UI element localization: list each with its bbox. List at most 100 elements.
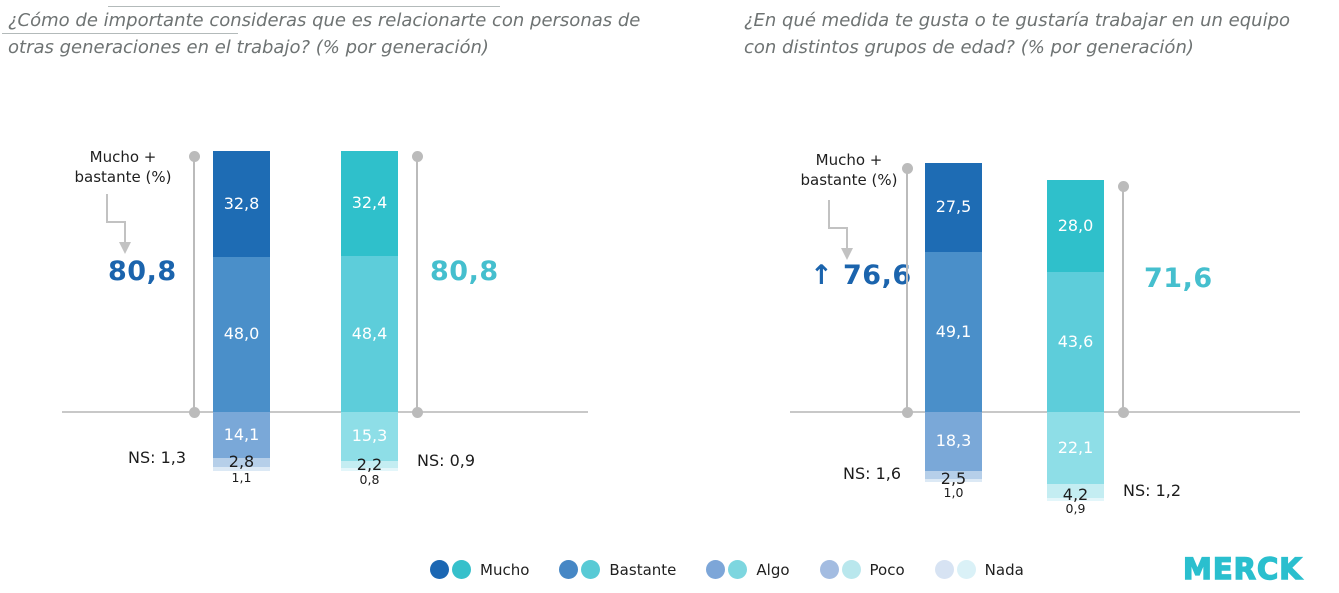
legend-dots-bastante xyxy=(559,560,601,579)
right-chart-title: ¿En qué medida te gusta o te gustaría tr… xyxy=(744,7,1290,61)
value-poco: 4,2 xyxy=(1062,485,1089,504)
segment-mucho xyxy=(1047,180,1104,272)
left-total-blue: 80,8 xyxy=(108,256,177,287)
segment-poco xyxy=(341,461,398,468)
legend-item-bastante: Bastante xyxy=(559,560,676,579)
value-nada: 0,8 xyxy=(359,472,380,487)
merck-logo: MERCK xyxy=(1183,551,1303,586)
value-mucho: 32,8 xyxy=(223,194,260,213)
elbow-arrow-icon xyxy=(828,200,853,260)
left-chart-title-line1: ¿Cómo de importante consideras que es re… xyxy=(8,10,641,31)
segment-mucho xyxy=(925,163,982,252)
value-bastante: 48,0 xyxy=(223,324,260,343)
value-nada: 0,9 xyxy=(1065,501,1086,516)
legend-label: Mucho xyxy=(480,560,530,579)
left-axis-line xyxy=(62,411,588,413)
elbow-arrow-icon xyxy=(106,194,131,254)
left-ns-teal: NS: 0,9 xyxy=(417,451,476,470)
legend-label: Algo xyxy=(756,560,790,579)
right-axis-line xyxy=(790,411,1300,413)
segment-algo xyxy=(213,412,270,458)
algo-teal-dot-icon xyxy=(728,560,748,579)
segment-algo xyxy=(1047,412,1104,484)
left-total-teal: 80,8 xyxy=(430,256,499,287)
value-mucho: 28,0 xyxy=(1057,216,1094,235)
segment-poco xyxy=(213,458,270,467)
segment-poco xyxy=(1047,484,1104,498)
segment-nada xyxy=(1047,498,1104,501)
segment-mucho xyxy=(213,151,270,257)
value-poco: 2,8 xyxy=(228,452,255,471)
right-chart-title-line2: con distintos grupos de edad? (% por gen… xyxy=(744,37,1194,58)
legend: Mucho Bastante Algo Poco xyxy=(430,560,1024,579)
right-chart-title-line1: ¿En qué medida te gusta o te gustaría tr… xyxy=(744,10,1291,31)
legend-item-algo: Algo xyxy=(706,560,790,579)
right-bracket-teal xyxy=(1117,181,1129,418)
bastante-blue-dot-icon xyxy=(559,560,579,579)
title-underline-top xyxy=(108,6,500,7)
left-annotation-line1: Mucho + xyxy=(89,148,157,166)
left-bar-blue: 32,8 48,0 14,1 2,8 1,1 xyxy=(213,151,270,485)
value-algo: 15,3 xyxy=(351,426,388,445)
bastante-teal-dot-icon xyxy=(581,560,601,579)
segment-algo xyxy=(341,412,398,461)
value-algo: 18,3 xyxy=(935,431,972,450)
segment-nada xyxy=(213,467,270,471)
value-algo: 14,1 xyxy=(223,425,260,444)
legend-dots-mucho xyxy=(430,560,471,579)
poco-blue-dot-icon xyxy=(819,560,839,579)
value-bastante: 43,6 xyxy=(1057,332,1094,351)
right-ns-blue: NS: 1,6 xyxy=(843,464,902,483)
value-mucho: 32,4 xyxy=(351,193,388,212)
legend-item-nada: Nada xyxy=(934,560,1024,579)
left-annotation-line2: bastante (%) xyxy=(74,168,172,186)
left-annotation: Mucho + bastante (%) xyxy=(62,147,184,187)
legend-label: Poco xyxy=(869,560,905,579)
algo-blue-dot-icon xyxy=(706,560,726,579)
value-bastante: 49,1 xyxy=(935,322,972,341)
left-chart-title-line2: otras generaciones en el trabajo? (% por… xyxy=(8,37,489,58)
nada-teal-dot-icon xyxy=(956,560,976,579)
value-nada: 1,1 xyxy=(231,470,252,485)
legend-dots-nada xyxy=(934,560,976,579)
value-nada: 1,0 xyxy=(943,485,964,500)
mucho-blue-dot-icon xyxy=(430,560,449,579)
right-bar-teal: 28,0 43,6 22,1 4,2 0,9 xyxy=(1047,180,1104,516)
segment-mucho xyxy=(341,151,398,256)
legend-item-poco: Poco xyxy=(819,560,905,579)
right-annotation-line2: bastante (%) xyxy=(800,171,898,189)
left-ns-blue: NS: 1,3 xyxy=(128,448,187,467)
segment-bastante xyxy=(341,256,398,412)
poco-teal-dot-icon xyxy=(841,560,861,579)
right-annotation-line1: Mucho + xyxy=(815,151,883,169)
segment-nada xyxy=(925,479,982,482)
right-annotation: Mucho + bastante (%) xyxy=(788,150,910,190)
right-total-teal: 71,6 xyxy=(1144,263,1213,294)
value-bastante: 48,4 xyxy=(351,324,388,343)
left-chart-title: ¿Cómo de importante consideras que es re… xyxy=(8,7,640,61)
right-bracket-blue xyxy=(901,163,913,418)
segment-poco xyxy=(925,471,982,479)
legend-item-mucho: Mucho xyxy=(430,560,529,579)
segment-algo xyxy=(925,412,982,471)
left-bracket-teal xyxy=(411,151,423,418)
value-poco: 2,5 xyxy=(940,469,967,488)
legend-label: Nada xyxy=(984,560,1024,579)
value-algo: 22,1 xyxy=(1057,438,1094,457)
mucho-teal-dot-icon xyxy=(452,560,471,579)
legend-dots-poco xyxy=(819,560,861,579)
nada-blue-dot-icon xyxy=(934,560,954,579)
right-bar-blue: 27,5 49,1 18,3 2,5 1,0 xyxy=(925,163,982,500)
segment-bastante xyxy=(213,257,270,412)
segment-bastante xyxy=(925,252,982,412)
merck-logo-text: MERCK xyxy=(1183,552,1303,586)
title-underline-mid xyxy=(2,33,238,34)
legend-dots-algo xyxy=(706,560,748,579)
value-mucho: 27,5 xyxy=(935,197,972,216)
segment-nada xyxy=(341,468,398,471)
right-total-blue: ↑ 76,6 xyxy=(810,260,912,291)
left-bar-teal: 32,4 48,4 15,3 2,2 0,8 xyxy=(341,151,398,487)
value-poco: 2,2 xyxy=(356,455,383,474)
right-ns-teal: NS: 1,2 xyxy=(1123,481,1182,500)
